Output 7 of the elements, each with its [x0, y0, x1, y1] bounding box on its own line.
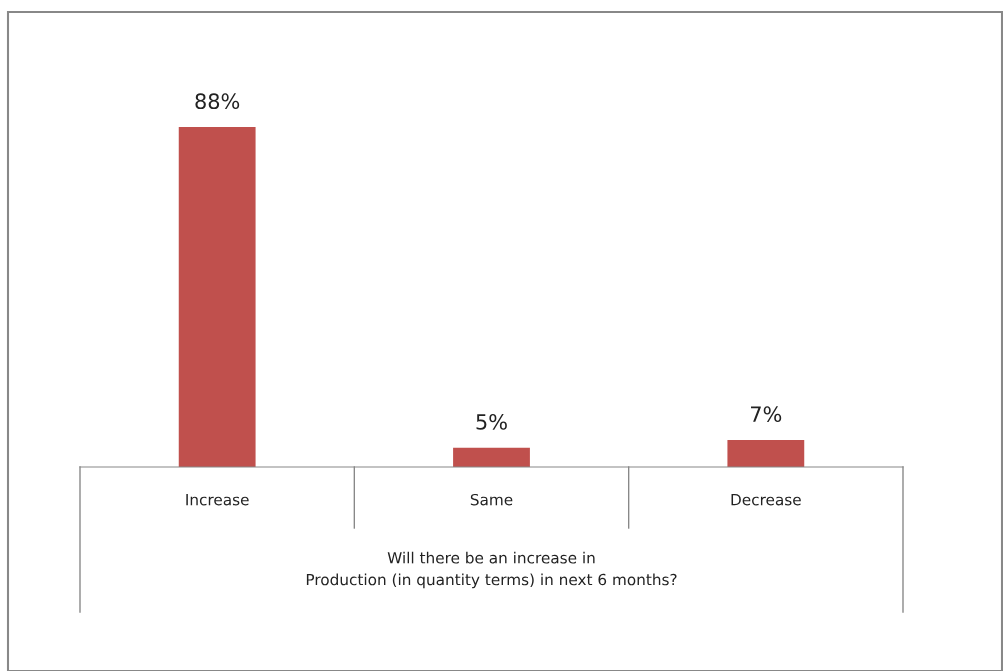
data-label: 7% — [751, 406, 782, 423]
data-label: 88% — [195, 93, 240, 110]
x-tick-label: Same — [470, 493, 513, 506]
data-label: 5% — [476, 414, 507, 430]
x-axis-title: Will there be an increase in Production (in quantity terms) in next 6 months? — [306, 551, 677, 589]
x-tick-label: Decrease — [731, 494, 801, 506]
x-tick-label: Increase — [186, 494, 249, 506]
